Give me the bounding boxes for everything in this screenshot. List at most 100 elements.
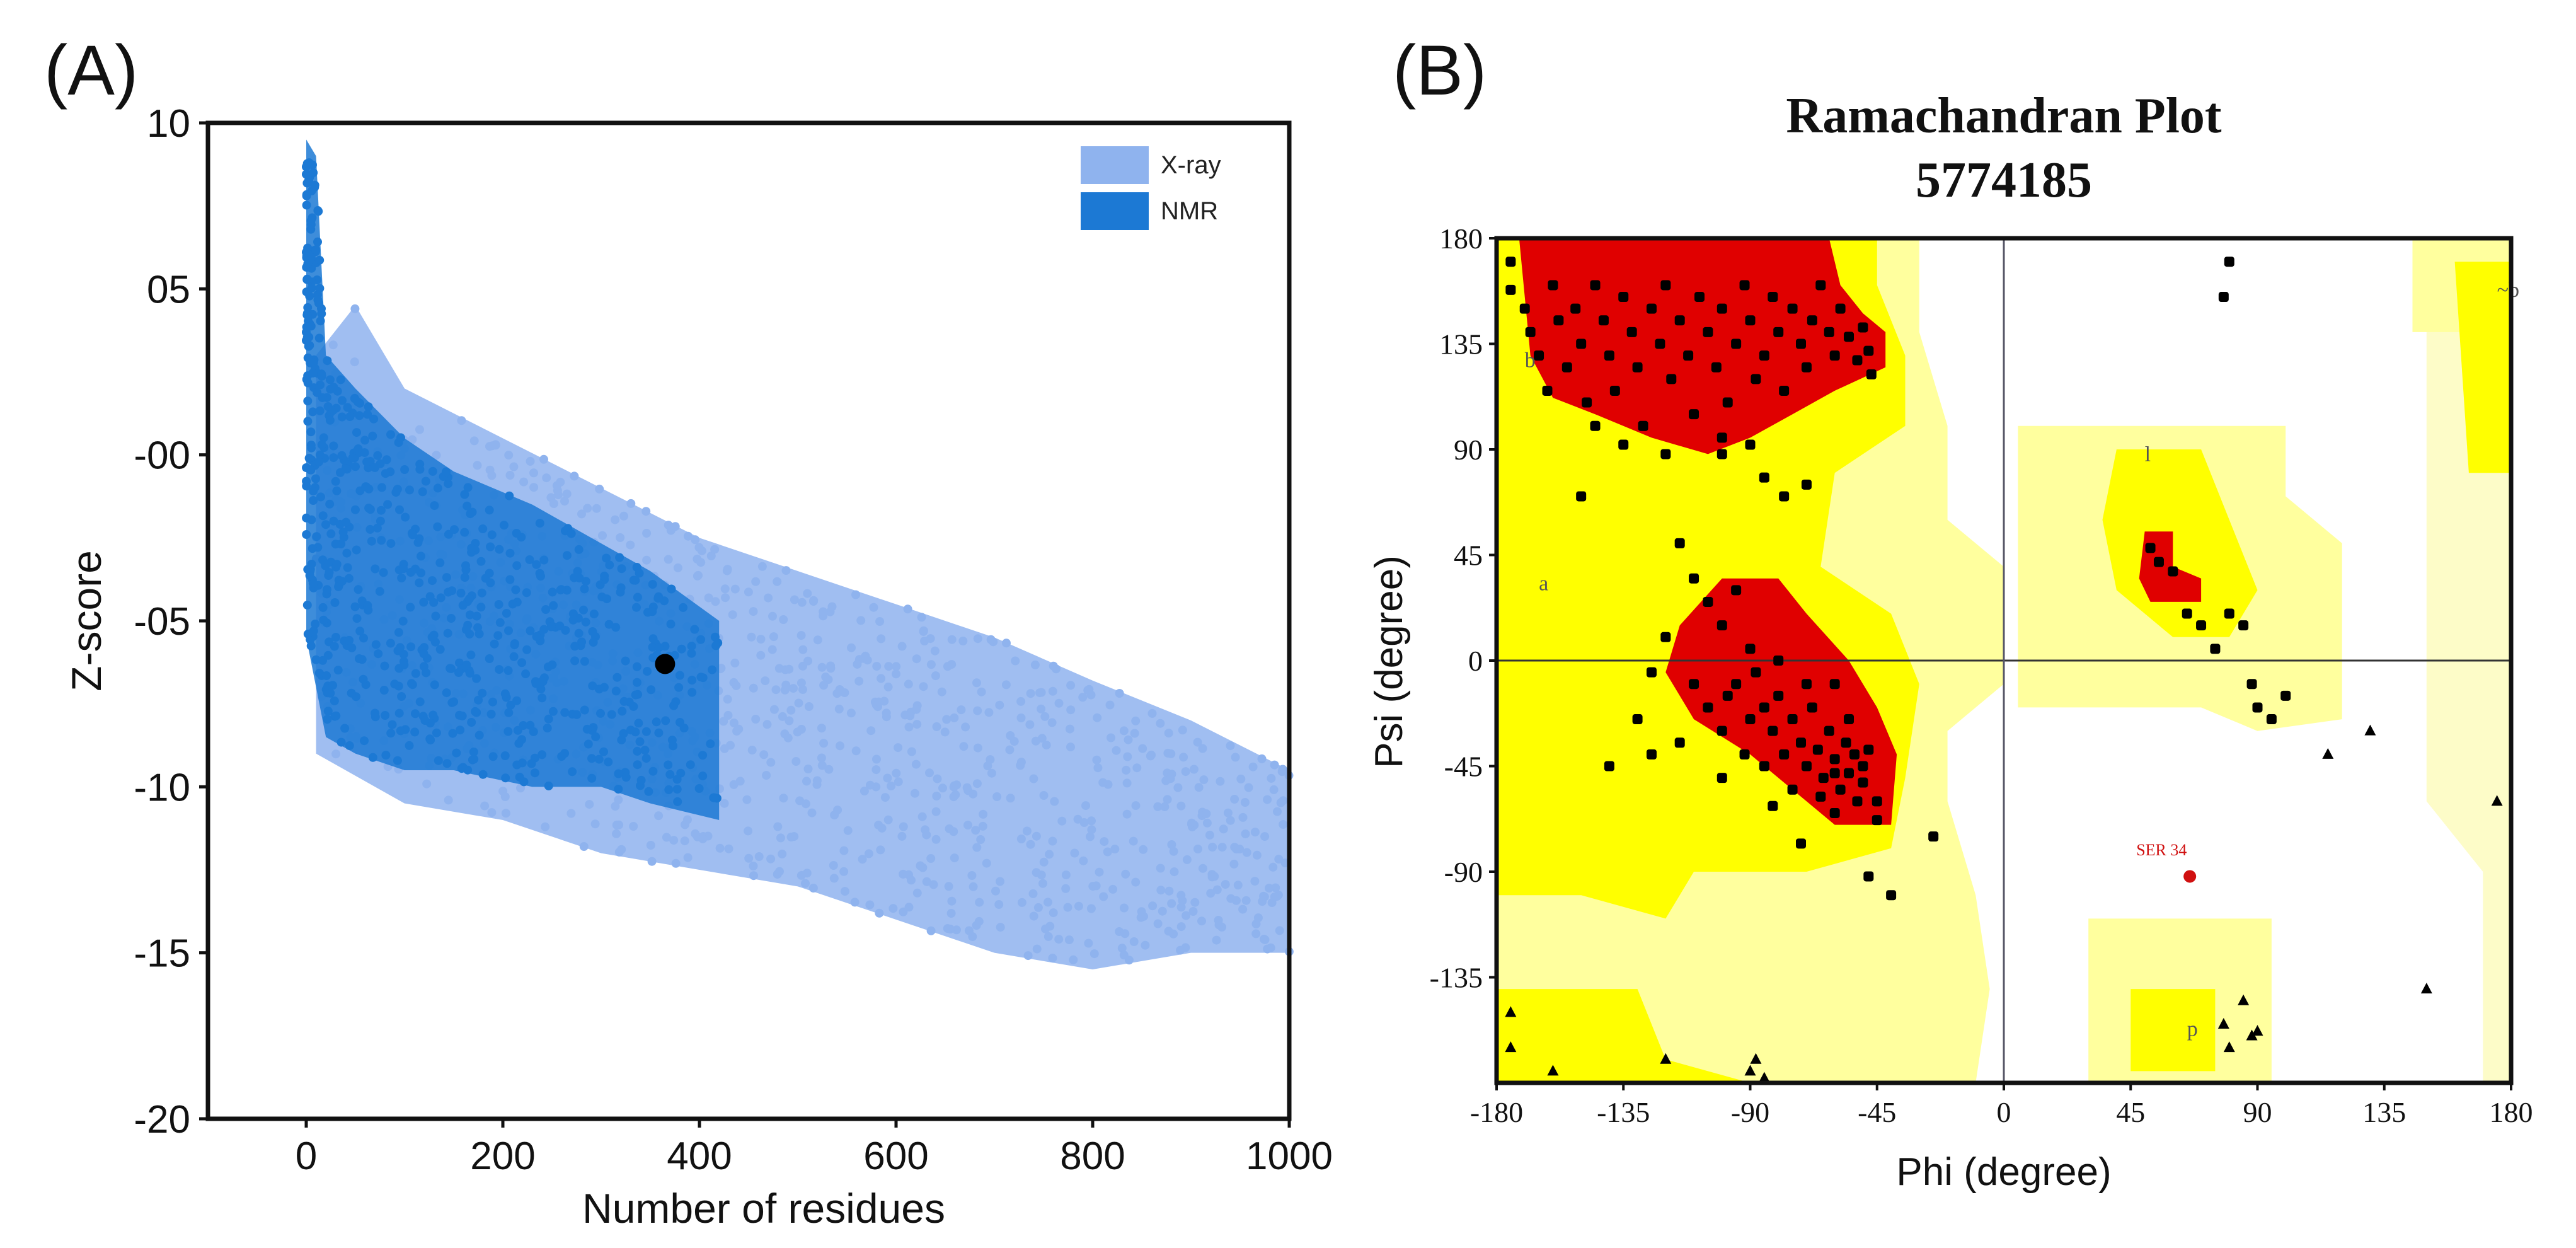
residue-square [1660,632,1671,642]
nmr-point [302,477,311,486]
xray-point [720,799,729,808]
xray-point [1153,919,1163,928]
nmr-point [325,415,335,425]
nmr-point [304,333,313,342]
xray-point [350,357,359,367]
xray-point [680,836,689,846]
nmr-point [501,773,510,783]
x-tick-label: -135 [1597,1096,1650,1128]
xray-point [952,780,962,790]
xray-point [1238,904,1248,914]
nmr-point [302,275,312,284]
xray-point [1039,857,1049,867]
residue-square [1824,725,1834,736]
xray-point [1017,898,1026,907]
nmr-point [329,441,338,451]
residue-square [1598,315,1609,326]
xray-point [654,811,664,821]
xray-point [883,682,893,691]
xray-point [919,682,928,691]
xray-point [1086,690,1096,700]
nmr-point [654,643,664,652]
xray-point [779,615,788,624]
xray-point [1098,778,1108,787]
panel-b-y-axis-label: Psi (degree) [1367,555,1411,768]
xray-point [1016,761,1025,770]
nmr-point [535,519,544,528]
nmr-point [619,696,629,706]
xray-point [1093,763,1103,773]
nmr-point [633,592,642,602]
nmr-point [460,528,469,537]
nmr-point [411,564,420,574]
nmr-point [530,768,539,778]
xray-point [664,555,673,564]
xray-point [1182,911,1191,920]
nmr-point [574,628,584,638]
xray-point [747,746,757,755]
xray-point [910,789,919,798]
nmr-point [419,598,428,607]
residue-square [1716,773,1727,783]
nmr-point [539,555,549,565]
xray-point [757,562,767,571]
xray-point [1066,681,1076,690]
xray-point [1117,944,1127,953]
nmr-point [687,649,696,658]
x-tick-label: -90 [1731,1096,1769,1128]
xray-point [1054,698,1064,708]
residue-square [1886,890,1897,901]
nmr-point [604,620,614,629]
residue-square [1604,350,1614,361]
nmr-point [641,754,651,763]
xray-point [791,757,801,766]
xray-point [1193,845,1202,853]
residue-square [1632,714,1643,725]
x-tick-label: 180 [2490,1096,2533,1128]
xray-point [979,809,988,819]
nmr-point [521,669,531,679]
xray-point [539,454,548,464]
xray-point [1267,773,1276,783]
xray-point [926,926,936,935]
residue-square [1773,690,1784,701]
nmr-point [381,711,390,720]
xray-point [756,650,766,660]
xray-point [817,761,827,770]
xray-point [751,577,761,586]
residue-square [1674,315,1685,326]
residue-triangle [1547,1065,1559,1076]
residue-triangle [1750,1053,1762,1064]
xray-point [519,477,529,487]
xray-point [907,747,916,756]
residue-square [2210,644,2221,654]
xray-point [1090,949,1099,959]
nmr-point [309,626,318,635]
xray-point [904,903,914,912]
y-tick-label: -05 [134,600,190,644]
xray-point [501,809,510,818]
nmr-point [611,623,621,632]
xray-point [1206,889,1216,898]
nmr-point [430,680,439,690]
xray-point [583,504,592,513]
xray-point [931,671,940,681]
xray-point [796,725,806,734]
xray-point [728,610,737,620]
residue-square [1829,768,1840,778]
xray-point [1105,700,1115,710]
xray-point [1219,824,1228,834]
residue-square [1666,374,1677,384]
xray-point [875,617,885,626]
nmr-point [589,610,599,619]
xray-point [669,836,679,845]
xray-point [756,635,766,644]
residue-square [1787,784,1798,795]
nmr-point [599,683,609,692]
xray-point [560,497,569,506]
nmr-point [584,739,593,749]
residue-square [1618,439,1629,450]
xray-point [1271,883,1280,893]
xray-point [505,471,515,480]
